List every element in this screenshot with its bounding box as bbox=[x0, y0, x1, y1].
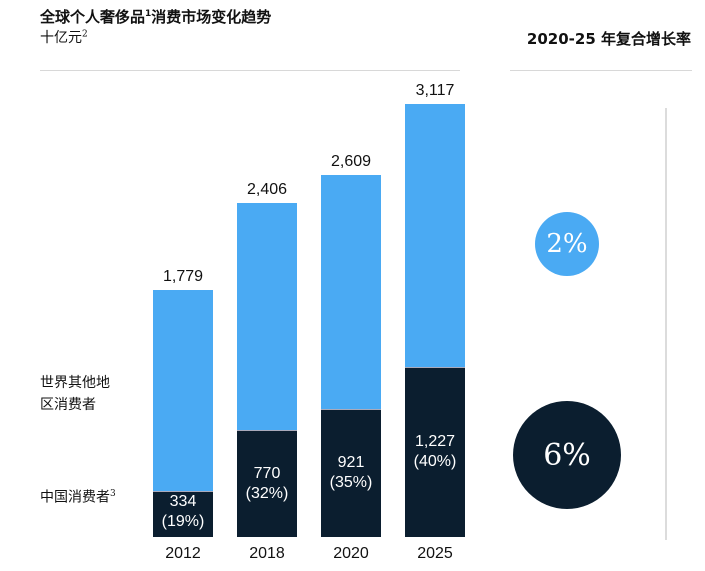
cagr-heading: 2020-25 年复合增长率 bbox=[526, 30, 691, 48]
bar-china-2020 bbox=[321, 409, 381, 537]
china-value: 1,227 bbox=[414, 432, 456, 450]
cagr-rest-circle: 2% bbox=[535, 212, 599, 276]
title-divider bbox=[40, 70, 460, 71]
x-tick-2018: 2018 bbox=[249, 545, 285, 562]
china-value: 921 bbox=[337, 454, 365, 472]
legend-rest: 世界其他地 区消费者 bbox=[40, 375, 110, 413]
bar-china-2012 bbox=[153, 490, 213, 537]
bar-rest-2025 bbox=[405, 104, 465, 367]
china-label-2018: 770 (32%) bbox=[237, 464, 297, 504]
bar-china-2025 bbox=[405, 366, 465, 537]
china-label-2012: 334 (19%) bbox=[153, 492, 213, 532]
cagr-china-circle: 6% bbox=[513, 401, 621, 509]
bar-rest-2018 bbox=[237, 202, 297, 431]
bar-rest-2020 bbox=[321, 174, 381, 410]
unit-label: 十亿元2 bbox=[40, 29, 88, 46]
bar-china-2018 bbox=[237, 430, 297, 537]
china-value: 770 bbox=[253, 464, 281, 482]
china-label-2025: 1,227 (40%) bbox=[405, 432, 465, 472]
total-label-2018: 2,406 bbox=[246, 180, 288, 198]
x-tick-2025: 2025 bbox=[417, 545, 453, 562]
total-label-2020: 2,609 bbox=[330, 152, 372, 170]
china-value: 334 bbox=[169, 492, 197, 510]
china-share: (35%) bbox=[329, 474, 373, 492]
china-share: (32%) bbox=[245, 484, 289, 502]
china-label-2020: 921 (35%) bbox=[321, 453, 381, 493]
total-label-2025: 3,117 bbox=[415, 82, 455, 99]
legend-china: 中国消费者3 bbox=[40, 489, 116, 506]
cagr-divider bbox=[510, 70, 692, 71]
bar-rest-2012 bbox=[153, 289, 213, 491]
x-tick-2020: 2020 bbox=[333, 545, 369, 562]
china-share: (40%) bbox=[413, 452, 457, 470]
x-tick-2012: 2012 bbox=[165, 545, 201, 562]
chart-title: 全球个人奢侈品1消费市场变化趋势 bbox=[40, 8, 272, 26]
right-divider bbox=[665, 108, 667, 540]
total-label-2012: 1,779 bbox=[162, 267, 204, 285]
china-share: (19%) bbox=[161, 512, 205, 530]
